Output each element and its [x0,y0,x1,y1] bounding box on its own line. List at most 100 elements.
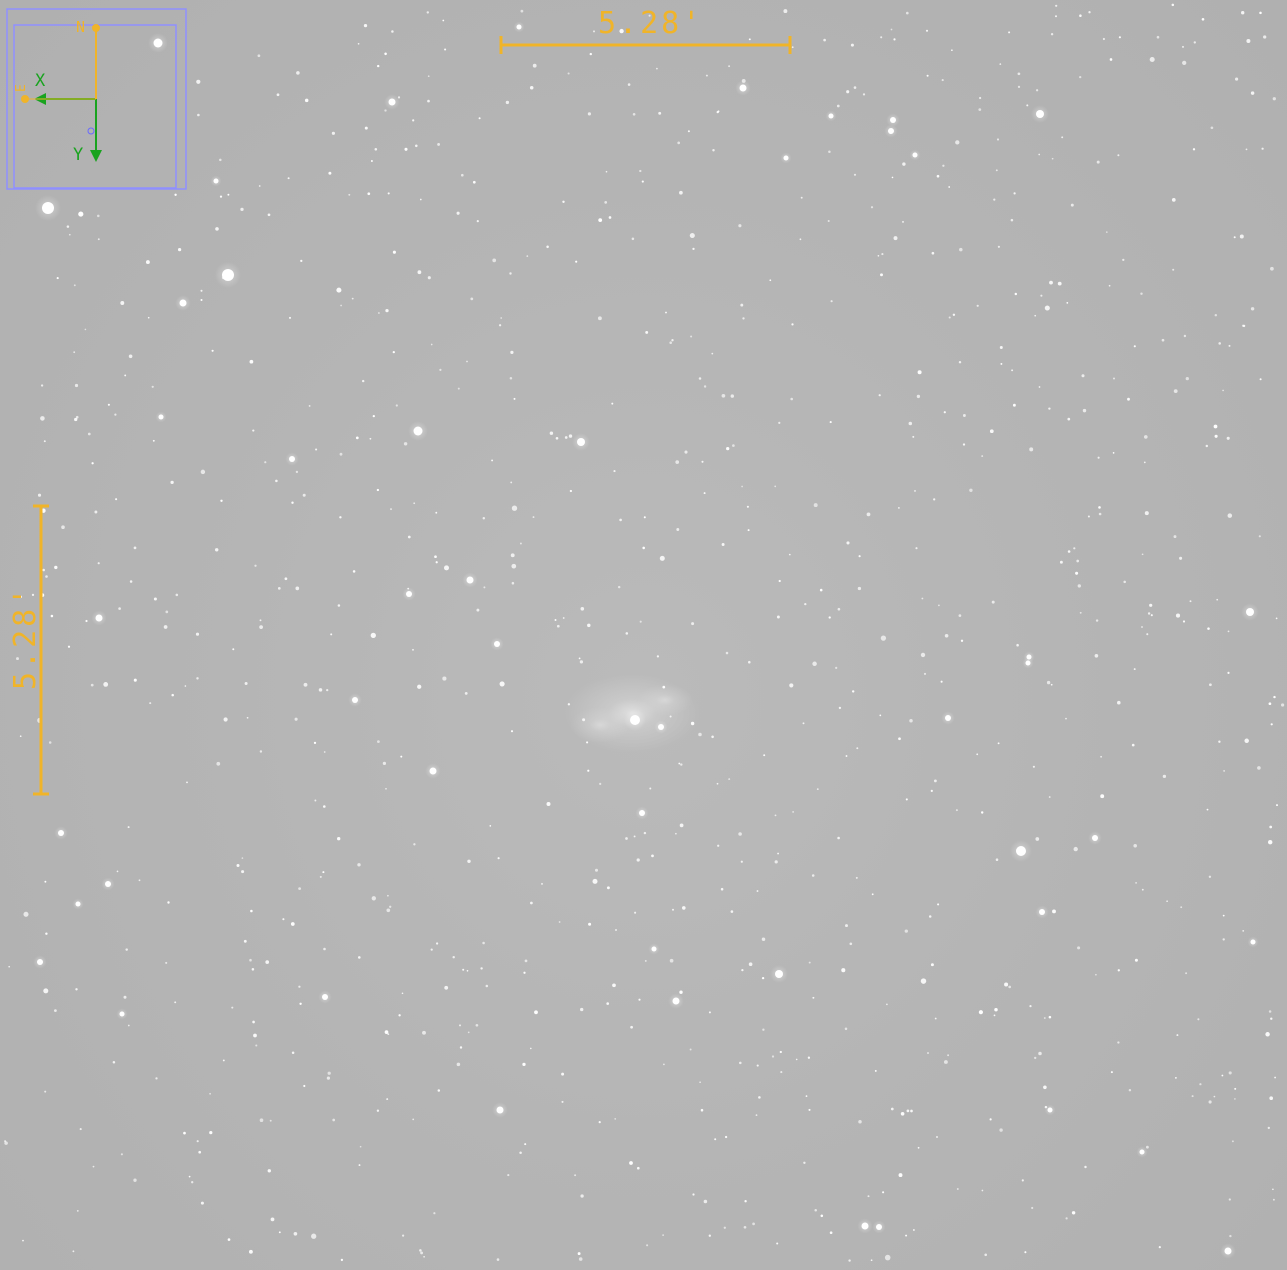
star [940,680,943,683]
star [1036,110,1044,118]
star [1226,436,1230,440]
star [1012,403,1016,407]
star [186,781,188,784]
star [813,503,818,508]
star [812,661,817,667]
star [639,169,642,173]
star [184,685,187,687]
star [491,459,494,462]
star [40,384,44,387]
star [1133,668,1136,671]
star [258,185,261,187]
star [999,1128,1003,1132]
star [850,43,854,47]
star [423,1255,425,1258]
star [682,906,686,910]
star [791,323,794,326]
star [955,140,960,145]
star [1055,4,1058,7]
star [882,1191,885,1194]
star [645,330,649,334]
star [905,1234,908,1237]
star [404,147,408,151]
star [295,470,299,474]
star [739,1061,742,1065]
star [672,997,680,1005]
star [416,431,421,436]
star [698,732,702,737]
star [1044,1105,1048,1109]
star [800,196,803,199]
star [294,717,298,721]
star [952,313,956,316]
star [936,1136,938,1138]
star [587,623,591,628]
star [808,961,811,964]
star [644,959,647,962]
star [74,417,78,422]
star [1222,938,1225,941]
star [426,11,430,14]
star [246,716,249,719]
star [252,429,255,432]
star [413,843,416,846]
star [1166,900,1168,903]
star [120,1153,123,1156]
star [500,317,503,319]
star [265,960,270,964]
star [1189,600,1192,603]
star [314,799,317,802]
star [249,359,254,364]
star [520,9,524,13]
star [978,96,982,100]
star [302,493,306,497]
star [993,1014,996,1017]
star [891,176,894,179]
star [50,614,54,618]
star [322,994,328,1000]
star [257,54,261,58]
star [619,28,624,34]
star [795,1058,798,1061]
star [936,174,940,178]
star [1146,633,1149,636]
star [788,553,791,556]
star [1098,506,1101,509]
star [485,984,489,988]
star [351,297,354,300]
star [1176,1034,1179,1037]
star [638,998,641,1001]
star [605,170,608,173]
star [960,639,964,642]
star [419,198,422,201]
star [877,254,880,257]
star [705,74,708,77]
star [837,836,840,840]
star [91,462,94,465]
star [981,1189,984,1192]
star [1098,512,1102,516]
star [726,446,730,451]
star [858,555,861,558]
star [1273,695,1276,699]
star [497,857,500,860]
star [510,481,513,484]
star [358,1164,361,1167]
horizontal-scale-label: 5.28' [598,6,704,41]
star [510,730,514,733]
star [392,250,396,254]
star [174,193,177,196]
star [728,65,731,68]
star [1234,1098,1236,1100]
star [866,512,871,517]
star [1079,14,1082,17]
star [124,374,127,377]
star [636,1166,640,1170]
star [1021,1179,1024,1182]
star [942,164,945,167]
star [1112,452,1115,454]
star [1209,683,1212,687]
star [480,967,483,970]
star [976,753,979,756]
